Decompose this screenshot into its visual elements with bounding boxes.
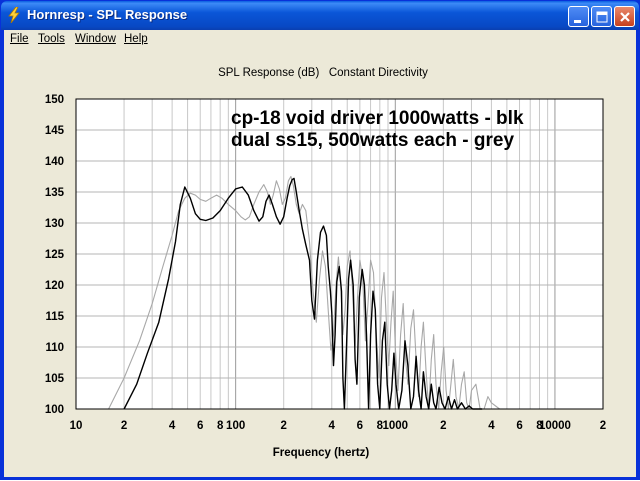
menu-window[interactable]: Window bbox=[75, 33, 116, 45]
title-bar[interactable]: Hornresp - SPL Response bbox=[1, 1, 639, 30]
x-tick-label: 10000 bbox=[539, 420, 571, 432]
x-tick-label: 1000 bbox=[382, 420, 408, 432]
x-tick-label: 4 bbox=[488, 420, 495, 432]
x-tick-label: 8 bbox=[217, 420, 224, 432]
maximize-button[interactable] bbox=[591, 6, 612, 27]
lightning-icon bbox=[8, 7, 20, 23]
y-tick-label: 105 bbox=[45, 373, 65, 385]
menu-tools[interactable]: Tools bbox=[38, 33, 65, 45]
menu-tools-label: Tools bbox=[38, 33, 65, 45]
y-tick-label: 100 bbox=[45, 404, 64, 416]
y-tick-label: 125 bbox=[45, 249, 65, 261]
x-tick-label: 10 bbox=[70, 420, 83, 432]
x-tick-label: 2 bbox=[440, 420, 446, 432]
x-tick-label: 6 bbox=[357, 420, 363, 432]
window-title: Hornresp - SPL Response bbox=[27, 7, 188, 22]
x-tick-label: 2 bbox=[121, 420, 127, 432]
menu-file[interactable]: File bbox=[10, 33, 29, 45]
y-tick-label: 150 bbox=[45, 94, 64, 106]
legend-annotation: dual ss15, 500watts each - grey bbox=[231, 130, 514, 151]
y-tick-label: 115 bbox=[45, 311, 64, 323]
menu-help[interactable]: Help bbox=[124, 33, 148, 45]
x-tick-label: 4 bbox=[329, 420, 336, 432]
x-tick-label: 2 bbox=[281, 420, 287, 432]
x-axis-label: Frequency (hertz) bbox=[272, 447, 370, 459]
plot-frame bbox=[75, 98, 604, 410]
x-tick-label: 6 bbox=[516, 420, 522, 432]
menu-window-label: Window bbox=[75, 33, 116, 45]
y-tick-label: 135 bbox=[45, 187, 65, 199]
x-tick-label: 8 bbox=[536, 420, 543, 432]
minimize-icon bbox=[574, 20, 581, 23]
menu-bar: File Tools Window Help bbox=[4, 30, 636, 49]
x-tick-label: 4 bbox=[169, 420, 176, 432]
x-tick-label: 2 bbox=[600, 420, 606, 432]
close-icon bbox=[620, 12, 630, 22]
menu-file-label: File bbox=[10, 33, 29, 45]
y-tick-label: 130 bbox=[45, 218, 64, 230]
chart-area: SPL Response (dB) Constant Directivity 1… bbox=[4, 49, 636, 477]
x-tick-label: 6 bbox=[197, 420, 203, 432]
close-button[interactable] bbox=[614, 6, 635, 27]
maximize-icon bbox=[596, 11, 608, 23]
x-tick-label: 8 bbox=[377, 420, 384, 432]
y-tick-label: 110 bbox=[45, 342, 64, 354]
y-tick-label: 140 bbox=[45, 156, 64, 168]
menu-help-label: Help bbox=[124, 33, 148, 45]
legend-annotation: cp-18 void driver 1000watts - blk bbox=[231, 108, 524, 129]
y-tick-label: 120 bbox=[45, 280, 64, 292]
y-tick-label: 145 bbox=[45, 125, 65, 137]
minimize-button[interactable] bbox=[568, 6, 589, 27]
chart-title: SPL Response (dB) Constant Directivity bbox=[218, 67, 428, 79]
x-tick-label: 100 bbox=[226, 420, 245, 432]
